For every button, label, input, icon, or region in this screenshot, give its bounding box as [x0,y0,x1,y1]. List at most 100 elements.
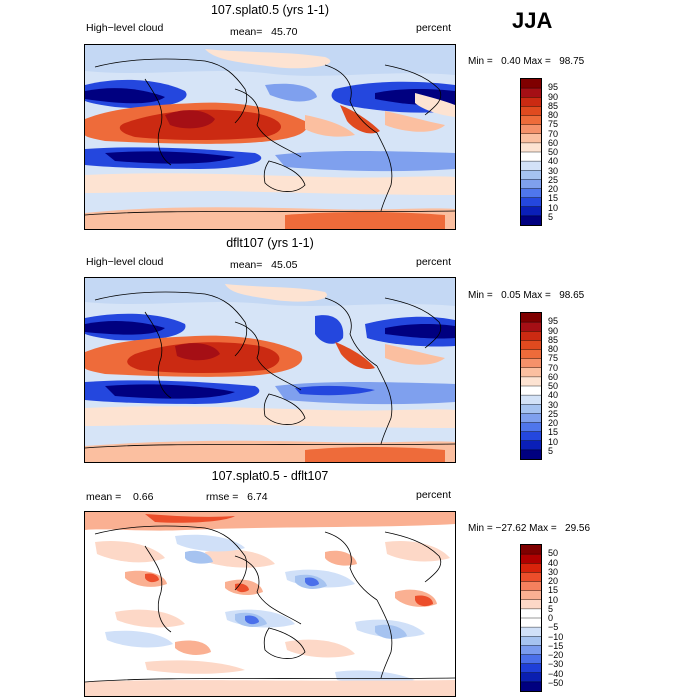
panel2-colorbar-tick-label: 40 [548,390,559,401]
panel3-colorbar-tick-label: 20 [548,576,559,586]
panel1-colorbar-bin [521,215,541,225]
panel1-colorbar-tick-label: 40 [548,156,559,167]
panel2-map-field [85,278,455,462]
panel2-colorbar-tick-label: 5 [548,445,554,456]
panel2-mean-label: mean= [230,259,263,271]
panel3-colorbar-tick-label: −50 [548,677,564,688]
panel2-colorbar-tick-label: 50 [548,381,559,391]
panel3-colorbar-bin [521,572,541,582]
panel1-colorbar-bin [521,79,541,89]
panel1-max-label: Max = [523,56,551,67]
panel3-mean-label: mean = [86,491,122,503]
panel3-colorbar-tick-label: 5 [548,603,554,614]
panel3-colorbar-bin [521,563,541,573]
panel2-mean-value: 45.05 [271,259,298,271]
panel1-colorbar-bin [521,133,541,144]
panel2-colorbar-bin [521,367,541,378]
panel3-max-value: 29.56 [565,523,591,534]
panel1-map-field [85,45,455,229]
panel3-min-value: −27.62 [495,523,527,534]
panel2-colorbar-tick-label: 70 [548,362,559,373]
panel3-colorbar-tick-label: −30 [548,659,564,670]
season-label: JJA [512,8,553,33]
panel3-colorbar-bin [521,608,541,619]
panel3-mean: mean = 0.66 [86,491,153,503]
panel2-colorbar-bin [521,404,541,414]
panel1-max-value: 98.75 [559,56,585,67]
panel2-colorbar-bin [521,431,541,442]
panel2-colorbar-bin [521,395,541,405]
panel2-colorbar-tick-label: 75 [548,353,559,364]
panel1-colorbar-tick-label: 80 [548,110,559,120]
panel1-colorbar-tick-label: 25 [548,174,559,185]
panel1-colorbar-tick-label: 70 [548,128,559,139]
panel3-colorbar-bin [521,672,541,683]
panel3-colorbar-bin [521,663,541,674]
panel3-colorbar-tick-label: 40 [548,557,559,568]
panel3-colorbar-tick-label: −5 [548,622,559,633]
panel3-rmse-label: rmse = [206,491,239,503]
panel1-colorbar [520,78,542,226]
panel1-min-label: Min = [468,56,493,67]
panel2-colorbar-tick-label: 95 [548,316,559,327]
panel3-rmse: rmse = 6.74 [206,491,268,503]
panel1-colorbar-bin [521,170,541,180]
panel3-colorbar-tick-label: −15 [548,640,564,651]
panel2-min-label: Min = [468,290,493,301]
panel2-colorbar-tick-label: 90 [548,325,559,336]
panel1-colorbar-bin [521,179,541,189]
panel1-colorbar-tick-label: 90 [548,91,559,102]
panel2-max-label: Max = [523,290,551,301]
panel1-mean: mean= 45.70 [230,26,297,38]
panel1-colorbar-tick-label: 50 [548,147,559,157]
panel1-colorbar-bin [521,97,541,107]
panel3-colorbar-bin [521,636,541,646]
panel1-colorbar-bin [521,106,541,116]
panel1-colorbar-bin [521,88,541,98]
panel3-colorbar-tick-label: −10 [548,631,564,642]
panel3-colorbar-tick-label: −20 [548,650,564,660]
panel1-mean-value: 45.70 [271,26,298,38]
panel2-colorbar-bin [521,313,541,323]
panel3-mean-value: 0.66 [133,491,154,503]
panel2-colorbar-bin [521,376,541,387]
panel2-colorbar-tick-label: 30 [548,399,559,410]
panel1-colorbar-tick-label: 30 [548,165,559,176]
panel2-colorbar-bin [521,340,541,350]
panel3-colorbar-tick-label: −40 [548,668,564,679]
panel2-variable-label: High−level cloud [86,256,164,268]
panel1-colorbar-bin [521,142,541,153]
panel1-colorbar-bin [521,115,541,125]
panel2-colorbar-bin [521,358,541,369]
panel3-max-label: Max = [529,523,557,534]
panel3-colorbar-tick-label: 10 [548,594,559,605]
panel3-min-max: Min = −27.62 Max = 29.56 [468,523,590,534]
panel1-colorbar-tick-label: 10 [548,202,559,213]
panel3-map-field [85,512,455,696]
panel1-colorbar-tick-label: 15 [548,193,559,204]
panel3-colorbar [520,544,542,692]
panel3-colorbar-tick-label: 30 [548,566,559,577]
panel1-colorbar-bin [521,206,541,217]
panel1-colorbar-bin [521,152,541,162]
panel3-rmse-value: 6.74 [247,491,268,503]
panel1-map [84,44,456,230]
panel2-colorbar-bin [521,322,541,332]
panel2-title: dflt107 (yrs 1-1) [226,236,314,250]
panel1-colorbar-bin [521,188,541,198]
panel2-units: percent [416,256,452,268]
panel2-mean: mean= 45.05 [230,259,297,271]
panel1-min-value: 0.40 [501,56,521,67]
panel1-colorbar-tick-label: 95 [548,82,559,93]
panel1-colorbar-tick-label: 85 [548,100,559,111]
panel2-colorbar-tick-label: 80 [548,344,559,354]
panel2-colorbar [520,312,542,460]
panel1-colorbar-tick-label: 75 [548,119,559,130]
panel3-colorbar-bin [521,618,541,628]
panel2-colorbar-bin [521,449,541,459]
panel2-min-value: 0.05 [501,290,521,301]
panel3-colorbar-bin [521,590,541,601]
panel1-colorbar-bin [521,161,541,171]
panel2-map [84,277,456,463]
panel3-map [84,511,456,697]
